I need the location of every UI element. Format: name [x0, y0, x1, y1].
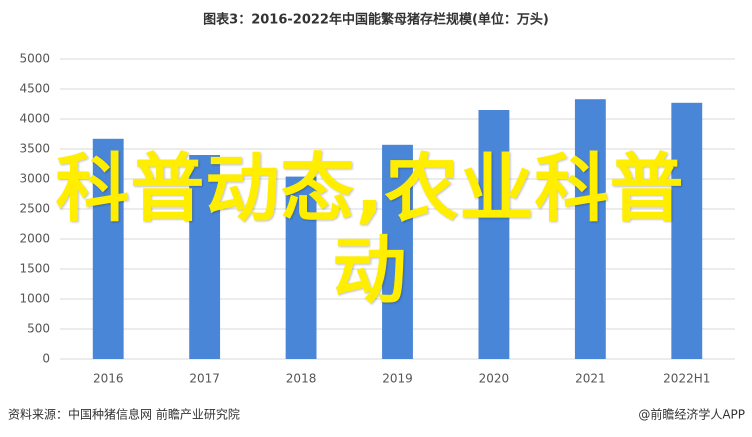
bar	[189, 155, 221, 359]
x-tick-label: 2020	[479, 372, 510, 386]
x-tick-label: 2016	[93, 372, 124, 386]
source: 资料来源：中国种猪信息网 前瞻产业研究院	[8, 407, 240, 422]
y-tick-label: 5000	[19, 52, 50, 66]
x-tick-label: 2017	[189, 372, 220, 386]
y-tick-label: 1000	[19, 292, 50, 306]
overlay-text: 科普动态,农业科普动	[55, 146, 685, 314]
x-tick-label: 2022H1	[663, 372, 710, 386]
bar	[574, 99, 606, 359]
y-tick-label: 1500	[19, 262, 50, 276]
bar	[671, 102, 703, 360]
chart-title: 图表3：2016-2022年中国能繁母猪存栏规模(单位：万头)	[203, 12, 549, 28]
y-tick-label: 0	[42, 352, 50, 366]
bar	[382, 144, 413, 359]
bar	[478, 110, 510, 359]
y-tick-label: 2000	[19, 232, 50, 246]
credit: @前瞻经济学人APP	[638, 407, 745, 422]
x-tick-label: 2021	[575, 372, 606, 386]
y-tick-label: 3500	[19, 142, 50, 156]
y-tick-label: 3000	[19, 172, 50, 186]
bar	[92, 138, 124, 359]
y-tick-label: 2500	[19, 202, 50, 216]
y-tick-label: 500	[27, 322, 50, 336]
y-tick-label: 4000	[19, 112, 50, 126]
bar	[285, 176, 317, 359]
y-tick-label: 4500	[19, 82, 50, 96]
x-tick-label: 2018	[286, 372, 317, 386]
x-tick-label: 2019	[382, 372, 413, 386]
